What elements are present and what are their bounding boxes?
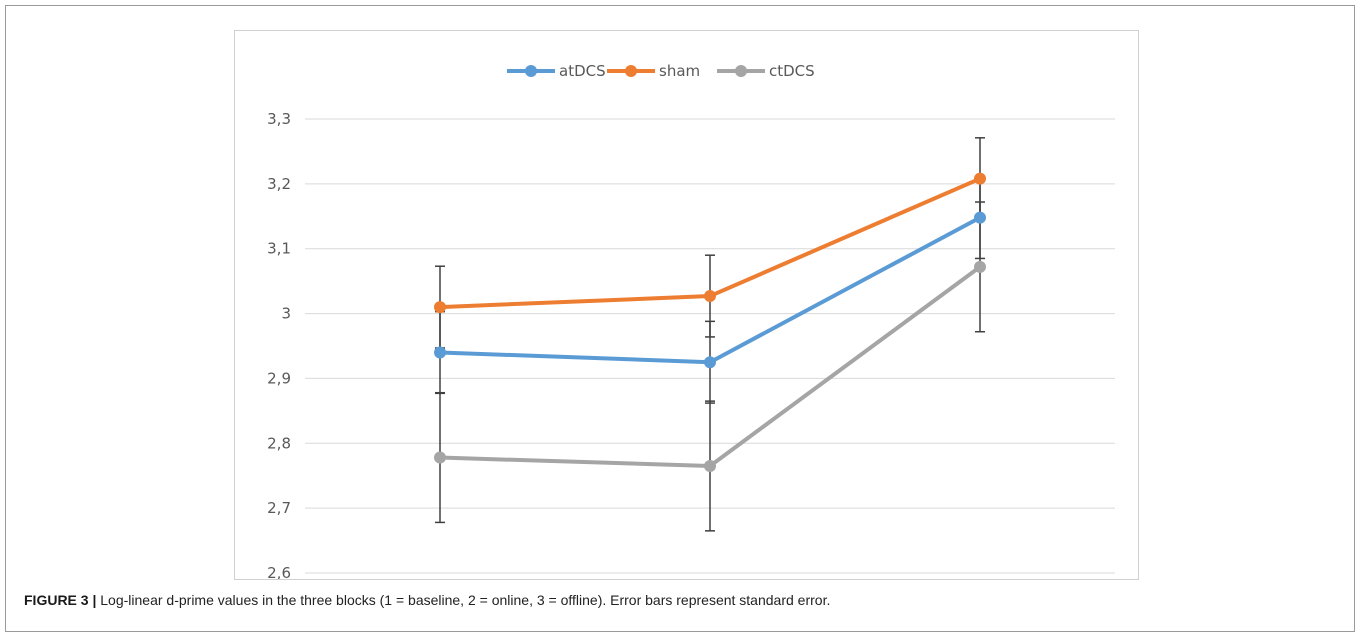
- legend-label: atDCS: [559, 62, 606, 80]
- caption-text: Log-linear d-prime values in the three b…: [96, 592, 831, 608]
- chart-svg: 2,62,72,82,933,13,23,3 123 atDCSshamctDC…: [267, 62, 1115, 579]
- legend-marker-sham: [625, 65, 637, 77]
- figure-label: FIGURE 3 |: [24, 592, 97, 608]
- figure-caption: FIGURE 3 | Log-linear d-prime values in …: [24, 592, 830, 608]
- data-point-atDCS: [434, 346, 446, 359]
- data-point-ctDCS: [434, 451, 446, 464]
- data-point-atDCS: [974, 211, 986, 224]
- y-tick-label: 2,9: [267, 369, 291, 387]
- data-point-sham: [434, 301, 446, 314]
- y-tick-label: 2,7: [267, 499, 291, 517]
- data-point-atDCS: [704, 356, 716, 369]
- line-chart: 2,62,72,82,933,13,23,3 123 atDCSshamctDC…: [234, 30, 1139, 580]
- y-tick-label: 3,1: [267, 240, 291, 258]
- figure-frame: 2,62,72,82,933,13,23,3 123 atDCSshamctDC…: [5, 5, 1355, 632]
- y-tick-label: 3: [281, 305, 291, 323]
- data-point-ctDCS: [974, 260, 986, 273]
- data-point-ctDCS: [704, 459, 716, 472]
- legend-label: ctDCS: [769, 62, 815, 80]
- legend-marker-atDCS: [525, 65, 537, 77]
- y-axis-ticks: 2,6 2,7 2,8 2,9 3 3,1 3,2 3,3: [267, 110, 291, 579]
- y-tick-label: 3,3: [267, 110, 291, 128]
- legend-marker-ctDCS: [735, 65, 747, 77]
- y-tick-label: 2,8: [267, 434, 291, 452]
- y-tick-label: 3,2: [267, 175, 291, 193]
- data-point-sham: [704, 290, 716, 303]
- series-lines: [434, 172, 986, 472]
- y-tick-label: 2,6: [267, 564, 291, 579]
- data-point-sham: [974, 172, 986, 185]
- legend-label: sham: [659, 62, 700, 80]
- legend: atDCS sham ctDCS: [507, 62, 815, 80]
